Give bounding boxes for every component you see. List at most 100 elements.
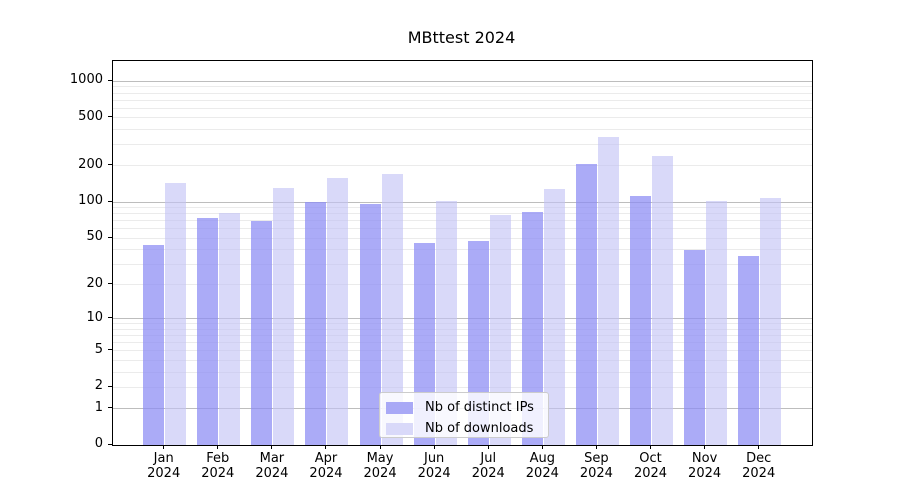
x-label-year: 2024 bbox=[417, 466, 451, 481]
x-label-month: Oct bbox=[639, 451, 662, 466]
x-label-month: Mar bbox=[259, 451, 285, 466]
x-tick-label-mar: Mar 2024 bbox=[240, 451, 304, 481]
x-label-month: Jan bbox=[153, 451, 174, 466]
x-label-year: 2024 bbox=[147, 466, 181, 481]
x-tick-oct bbox=[650, 445, 651, 449]
y-tick-label-500: 500 bbox=[78, 108, 103, 124]
y-tick-label-0: 0 bbox=[94, 436, 103, 451]
y-tick-2 bbox=[108, 385, 113, 387]
legend-swatch-downloads bbox=[386, 423, 413, 435]
x-tick-jan bbox=[163, 445, 165, 449]
bar-distinct-ips-apr bbox=[305, 202, 327, 445]
gridline-minor-9 bbox=[113, 323, 812, 325]
x-tick-label-nov: Nov 2024 bbox=[673, 451, 737, 481]
x-tick-feb bbox=[217, 445, 219, 449]
gridline-minor-50 bbox=[113, 237, 812, 239]
x-tick-label-jun: Jun 2024 bbox=[402, 451, 466, 481]
gridline-minor-200 bbox=[113, 165, 812, 167]
y-tick-50 bbox=[108, 236, 113, 238]
x-tick-label-jan: Jan 2024 bbox=[132, 451, 196, 481]
x-tick-label-oct: Oct 2024 bbox=[619, 451, 683, 481]
y-tick-label-1: 1 bbox=[94, 399, 103, 415]
gridline-minor-6 bbox=[113, 342, 812, 344]
bar-distinct-ips-may bbox=[359, 204, 381, 445]
gridline-minor-900 bbox=[113, 86, 812, 88]
x-label-month: Nov bbox=[691, 451, 718, 466]
x-label-year: 2024 bbox=[579, 466, 613, 481]
gridline-minor-40 bbox=[113, 249, 812, 251]
gridline-minor-8 bbox=[113, 328, 812, 330]
gridline-minor-300 bbox=[113, 144, 812, 146]
y-tick-label-100: 100 bbox=[78, 193, 103, 209]
bar-downloads-jun bbox=[435, 200, 457, 445]
gridline-minor-3 bbox=[113, 371, 812, 373]
x-tick-label-jul: Jul 2024 bbox=[456, 451, 520, 481]
gridline-minor-500 bbox=[113, 117, 812, 119]
x-tick-label-apr: Apr 2024 bbox=[294, 451, 358, 481]
y-tick-5 bbox=[108, 349, 113, 351]
x-tick-label-sep: Sep 2024 bbox=[564, 451, 628, 481]
bar-downloads-oct bbox=[652, 155, 673, 445]
x-label-month: Jul bbox=[480, 451, 497, 466]
chart-title: MBttest 2024 bbox=[407, 28, 516, 47]
y-tick-200 bbox=[108, 164, 113, 166]
legend-entry-downloads: Nb of downloads bbox=[386, 421, 548, 437]
bar-downloads-mar bbox=[273, 188, 295, 445]
y-tick-label-200: 200 bbox=[78, 156, 103, 172]
x-tick-dec bbox=[758, 445, 760, 449]
x-tick-jul bbox=[487, 445, 489, 449]
x-label-year: 2024 bbox=[309, 466, 343, 481]
gridline-minor-2 bbox=[113, 386, 812, 388]
bar-distinct-ips-nov bbox=[684, 249, 706, 445]
x-label-year: 2024 bbox=[633, 466, 668, 481]
gridline-minor-700 bbox=[113, 99, 812, 101]
x-label-year: 2024 bbox=[471, 466, 505, 481]
y-tick-1000 bbox=[108, 79, 113, 81]
bar-downloads-apr bbox=[327, 178, 349, 445]
y-tick-label-1000: 1000 bbox=[69, 72, 103, 88]
bar-downloads-nov bbox=[706, 201, 728, 445]
bar-distinct-ips-oct bbox=[630, 196, 651, 445]
legend-label-downloads: Nb of downloads bbox=[425, 421, 534, 436]
x-tick-sep bbox=[595, 445, 597, 449]
y-tick-label-50: 50 bbox=[86, 229, 103, 245]
x-tick-nov bbox=[704, 445, 706, 449]
x-tick-label-may: May 2024 bbox=[348, 451, 412, 481]
gridline-minor-80 bbox=[113, 213, 812, 215]
x-label-month: Jun bbox=[423, 451, 445, 466]
gridline-minor-7 bbox=[113, 335, 812, 337]
legend-swatch-distinct-ips bbox=[386, 402, 413, 414]
gridline-minor-20 bbox=[113, 284, 812, 286]
bar-downloads-sep bbox=[597, 136, 619, 445]
bar-distinct-ips-mar bbox=[251, 221, 273, 445]
legend-entry-distinct-ips: Nb of distinct IPs bbox=[386, 400, 548, 416]
y-tick-500 bbox=[108, 116, 113, 118]
gridline-minor-60 bbox=[113, 228, 812, 230]
bar-downloads-may bbox=[381, 173, 403, 445]
x-tick-jun bbox=[433, 445, 435, 449]
bar-downloads-aug bbox=[543, 189, 565, 445]
x-label-year: 2024 bbox=[688, 466, 722, 481]
x-label-month: May bbox=[366, 451, 394, 466]
plot-area bbox=[112, 60, 813, 446]
bar-distinct-ips-sep bbox=[575, 163, 597, 445]
bar-downloads-dec bbox=[760, 197, 782, 445]
bar-distinct-ips-dec bbox=[738, 256, 760, 445]
y-tick-label-5: 5 bbox=[94, 341, 103, 357]
x-tick-may bbox=[379, 445, 381, 449]
gridline-minor-90 bbox=[113, 207, 812, 209]
y-tick-1 bbox=[108, 407, 113, 408]
x-label-year: 2024 bbox=[742, 466, 776, 481]
gridline-minor-4 bbox=[113, 359, 812, 361]
bar-downloads-jul bbox=[489, 215, 511, 445]
gridline-minor-600 bbox=[113, 107, 812, 109]
y-tick-0 bbox=[108, 443, 113, 445]
x-tick-label-feb: Feb 2024 bbox=[186, 451, 250, 481]
bar-distinct-ips-feb bbox=[197, 218, 219, 445]
legend: Nb of distinct IPs Nb of downloads bbox=[379, 392, 549, 438]
y-tick-100 bbox=[108, 200, 113, 202]
x-tick-aug bbox=[541, 445, 543, 449]
bar-downloads-feb bbox=[219, 213, 241, 445]
gridline-minor-800 bbox=[113, 92, 812, 94]
